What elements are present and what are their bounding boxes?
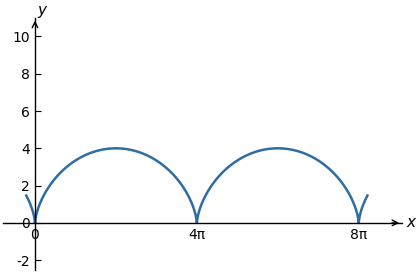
Text: x: x [406, 215, 415, 230]
Text: y: y [37, 3, 46, 18]
